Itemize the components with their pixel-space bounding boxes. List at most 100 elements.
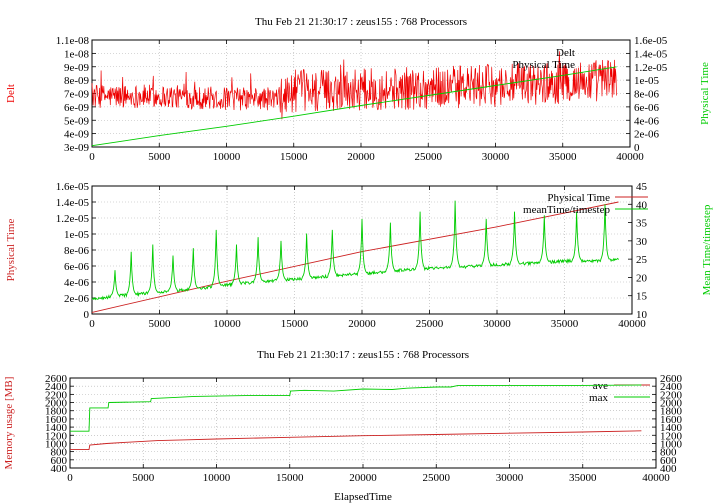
x-tick-label: 30000: [482, 151, 510, 163]
y-tick-label: 8e-09: [64, 75, 90, 87]
y-tick-label: 400: [51, 463, 68, 475]
y-tick-label: 2600: [45, 373, 68, 385]
legend-label: Physical Time: [547, 192, 610, 204]
y-tick-label: 2400: [45, 381, 68, 393]
y2-tick-label: 45: [636, 181, 648, 193]
y-tick-label: 6e-09: [64, 102, 90, 114]
chart-title: Thu Feb 21 21:30:17 : zeus155 : 768 Proc…: [257, 349, 469, 361]
y2-tick-label: 20: [636, 272, 648, 284]
y2-tick-label: 40: [636, 199, 648, 211]
x-tick-label: 35000: [549, 151, 577, 163]
y-tick-label: 600: [51, 455, 68, 467]
y2-tick-label: 1200: [660, 430, 683, 442]
y2-tick-label: 8e-06: [634, 89, 660, 101]
legend-label: Delt: [556, 47, 575, 59]
x-tick-label: 10000: [213, 151, 241, 163]
x-tick-label: 0: [89, 318, 95, 330]
y2-tick-label: 1400: [660, 422, 683, 434]
x-tick-label: 25000: [416, 318, 444, 330]
x-tick-label: 25000: [415, 151, 443, 163]
y-tick-label: 4e-09: [64, 129, 90, 141]
x-tick-label: 10000: [203, 472, 231, 484]
plot-frame: [91, 185, 633, 315]
legend-label: ave: [593, 380, 608, 392]
x-tick-label: 25000: [423, 472, 451, 484]
y-tick-label: 2e-06: [64, 293, 90, 305]
x-tick-label: 40000: [642, 472, 670, 484]
y2-tick-label: 6e-06: [634, 102, 660, 114]
x-tick-label: 5000: [148, 151, 171, 163]
y-tick-label: 1200: [45, 430, 68, 442]
y2-tick-label: 400: [660, 463, 677, 475]
y-tick-label: 1.1e-08: [56, 35, 90, 47]
y-axis-label: Physical Time: [5, 219, 17, 282]
y-tick-label: 1.2e-05: [56, 213, 90, 225]
y2-tick-label: 1e-05: [634, 75, 660, 87]
series-line-physical-time: [91, 201, 619, 313]
y-tick-label: 0: [84, 309, 90, 321]
y-tick-label: 7e-09: [64, 89, 90, 101]
y-tick-label: 4e-06: [64, 277, 90, 289]
x-tick-label: 15000: [280, 151, 308, 163]
chart-title: Thu Feb 21 21:30:17 : zeus155 : 768 Proc…: [255, 16, 467, 28]
x-tick-label: 30000: [483, 318, 511, 330]
y-axis-label: Delt: [5, 84, 17, 103]
x-tick-label: 35000: [569, 472, 597, 484]
y2-tick-label: 1800: [660, 406, 683, 418]
panel-memory-usage: 0 5000 10000 15000 20000 25000 30000 35000 40000…: [3, 349, 683, 503]
y2-tick-label: 2600: [660, 373, 683, 385]
y-tick-label: 1800: [45, 406, 68, 418]
series-line-physical-time: [91, 66, 617, 147]
y-tick-label: 1e-08: [64, 48, 90, 60]
y2-tick-label: 1000: [660, 438, 683, 450]
y-tick-label: 2200: [45, 389, 68, 401]
series-line-delt: [91, 51, 617, 120]
y-tick-label: 1400: [45, 422, 68, 434]
y-tick-label: 2000: [45, 398, 68, 410]
y-tick-label: 5e-09: [64, 115, 90, 127]
y2-tick-label: 25: [636, 254, 648, 266]
y-tick-label: 8e-06: [64, 245, 90, 257]
x-tick-label: 15000: [281, 318, 309, 330]
y-tick-label: 1e-05: [64, 229, 90, 241]
y-tick-label: 9e-09: [64, 62, 90, 74]
y-tick-label: 1.4e-05: [56, 197, 90, 209]
y2-tick-label: 0: [634, 142, 640, 154]
y-axis-label: Memory usage [MB]: [3, 377, 15, 470]
y2-tick-label: 4e-06: [634, 115, 660, 127]
x-tick-label: 20000: [348, 318, 376, 330]
x-tick-label: 5000: [132, 472, 155, 484]
series-line-meantime-timestep: [91, 200, 619, 301]
x-tick-label: 15000: [276, 472, 304, 484]
legend-label: Physical Time: [512, 59, 575, 71]
y2-tick-label: 30: [636, 236, 648, 248]
y2-tick-label: 600: [660, 455, 677, 467]
series-line-ave: [70, 430, 642, 451]
y-tick-label: 800: [51, 447, 68, 459]
y-tick-label: 3e-09: [64, 142, 90, 154]
y-tick-label: 6e-06: [64, 261, 90, 273]
plot-frame: [69, 377, 657, 469]
legend-label: meanTime/timestep: [523, 204, 610, 216]
y2-axis-label: Physical Time: [699, 62, 711, 125]
y2-tick-label: 1.4e-05: [634, 48, 668, 60]
y2-tick-label: 2400: [660, 381, 683, 393]
y-tick-label: 1.6e-05: [56, 181, 90, 193]
y-tick-label: 1600: [45, 414, 68, 426]
y2-tick-label: 35: [636, 218, 648, 230]
y2-tick-label: 15: [636, 291, 648, 303]
series-line-max: [70, 384, 642, 432]
y2-tick-label: 1600: [660, 414, 683, 426]
y2-tick-label: 800: [660, 447, 677, 459]
x-tick-label: 20000: [347, 151, 375, 163]
panel-delt: 0 5000 10000 15000 20000 25000 30000 35000 40000…: [5, 16, 711, 163]
plot-frame: [91, 39, 631, 148]
y2-tick-label: 2200: [660, 389, 683, 401]
legend-label: max: [589, 392, 608, 404]
y2-tick-label: 1.2e-05: [634, 62, 668, 74]
y2-tick-label: 2000: [660, 398, 683, 410]
x-tick-label: 30000: [496, 472, 524, 484]
x-axis-label: ElapsedTime: [334, 491, 392, 503]
x-tick-label: 10000: [213, 318, 241, 330]
